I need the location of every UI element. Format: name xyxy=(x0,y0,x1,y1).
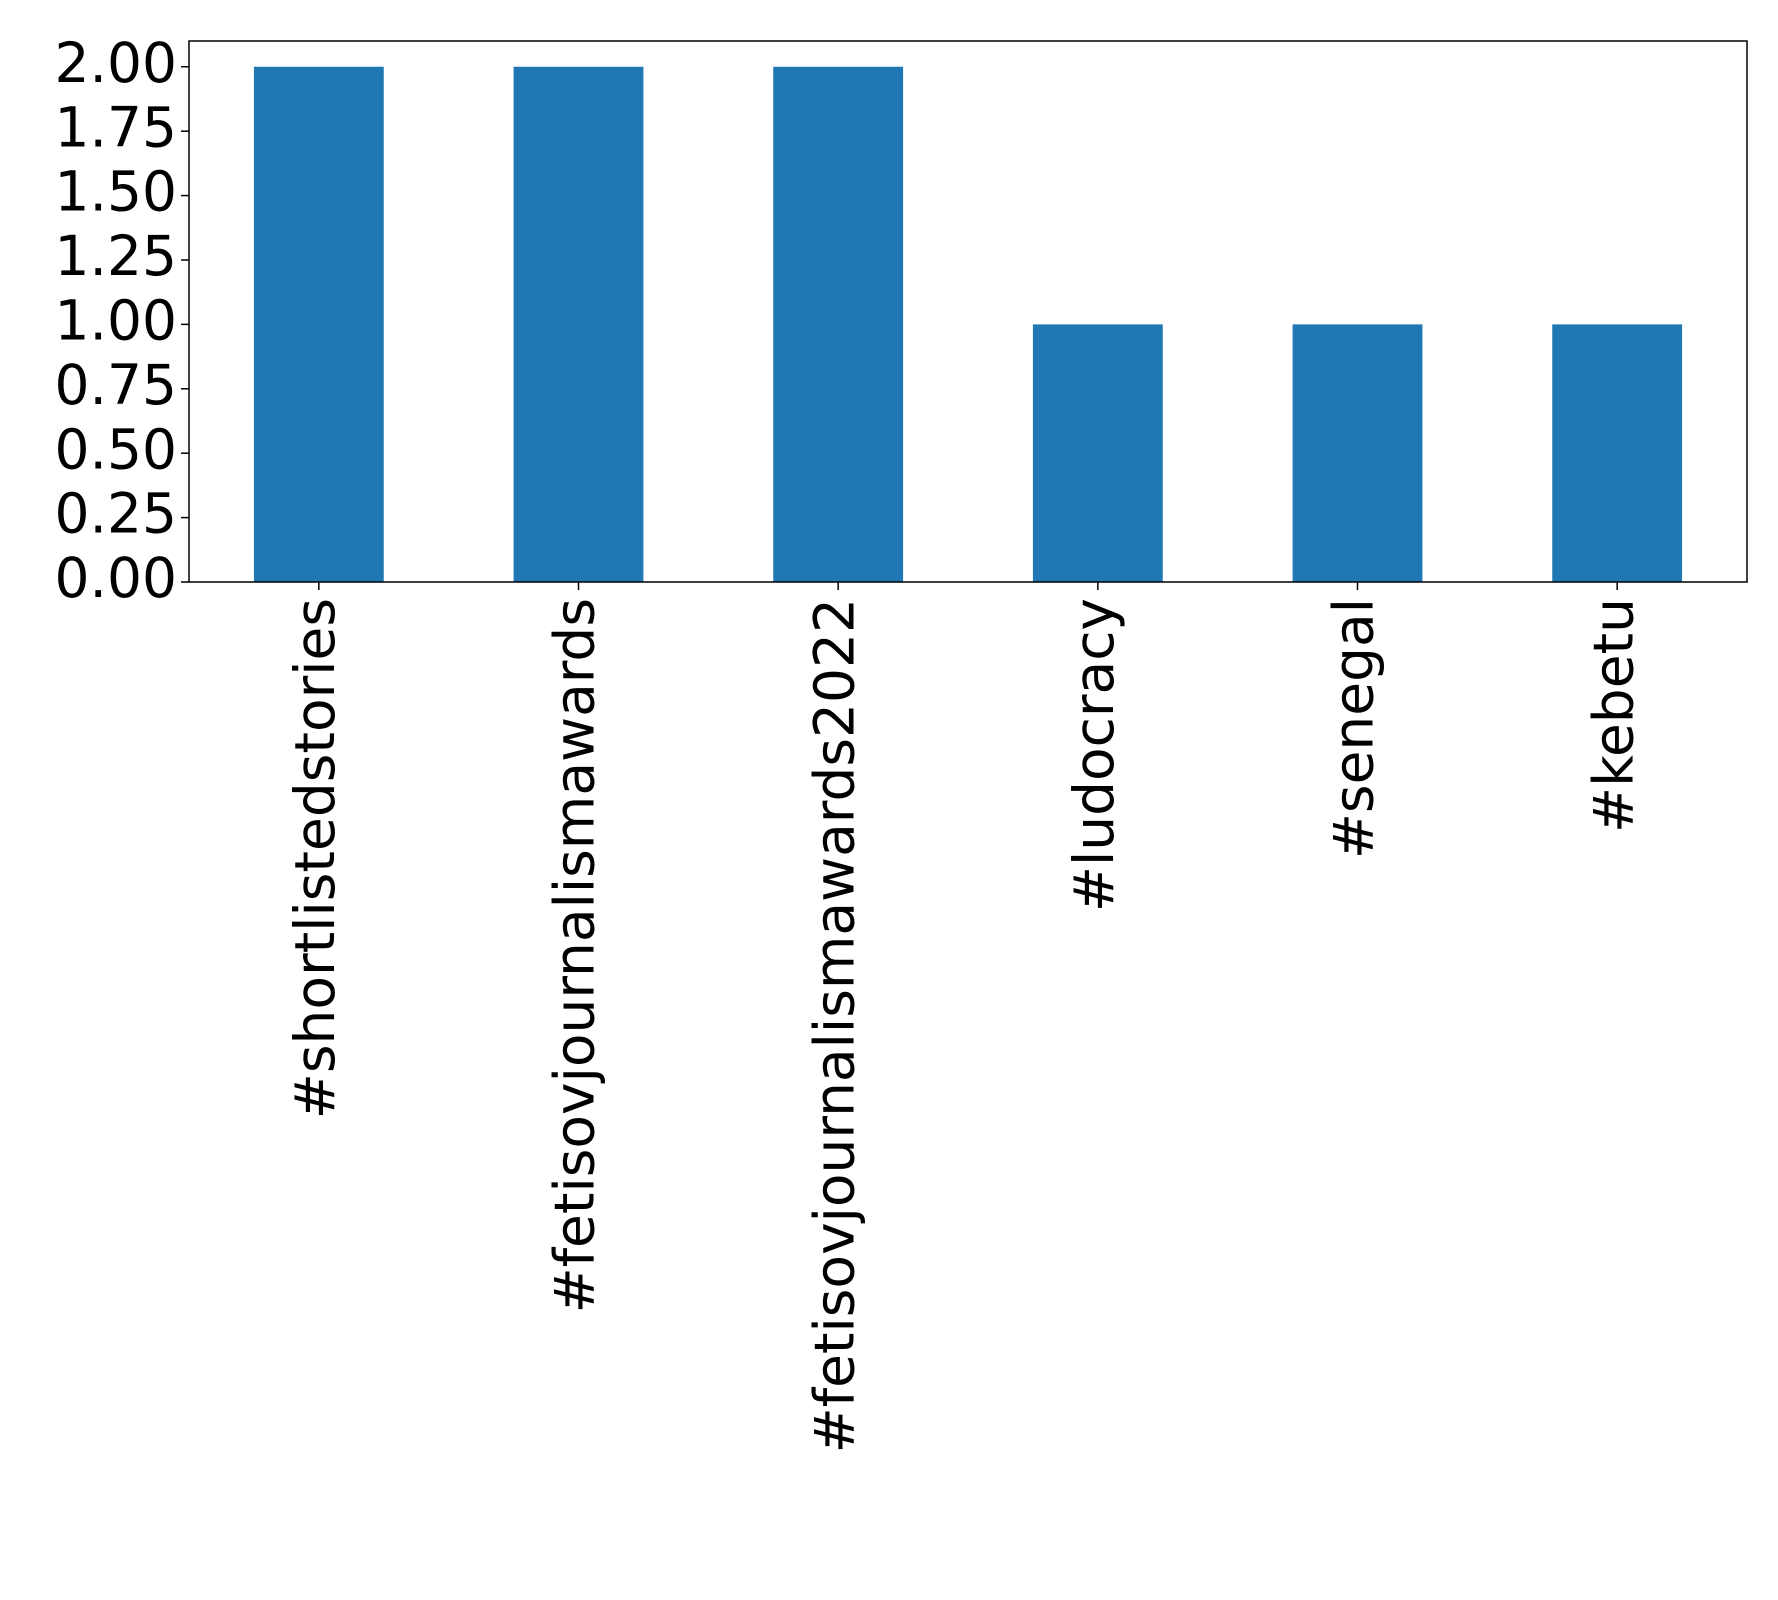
y-tick-label: 0.50 xyxy=(55,417,177,481)
y-tick-label: 0.25 xyxy=(55,482,177,546)
y-tick-label: 1.50 xyxy=(55,160,177,224)
bar xyxy=(1292,324,1423,582)
bar xyxy=(1552,324,1683,582)
x-tick-label: #kebetu xyxy=(1581,598,1645,833)
y-tick-label: 0.75 xyxy=(55,353,177,417)
y-tick-label: 0.00 xyxy=(55,546,177,610)
y-tick-label: 1.25 xyxy=(55,224,177,288)
bar xyxy=(513,66,644,582)
x-tick-label: #ludocracy xyxy=(1062,598,1126,912)
bar xyxy=(253,66,384,582)
x-tick-label: #fetisovjournalismawards2022 xyxy=(802,598,866,1453)
y-tick-label: 2.00 xyxy=(55,31,177,95)
x-tick-label: #senegal xyxy=(1322,598,1386,859)
y-tick-label: 1.75 xyxy=(55,95,177,159)
x-tick-label: #fetisovjournalismawards xyxy=(543,598,607,1313)
bar xyxy=(773,66,904,582)
plot-frame xyxy=(188,40,1748,583)
y-tick-label: 1.00 xyxy=(55,289,177,353)
x-tick-label: #shortlistedstories xyxy=(283,598,347,1119)
bar xyxy=(1032,324,1163,582)
